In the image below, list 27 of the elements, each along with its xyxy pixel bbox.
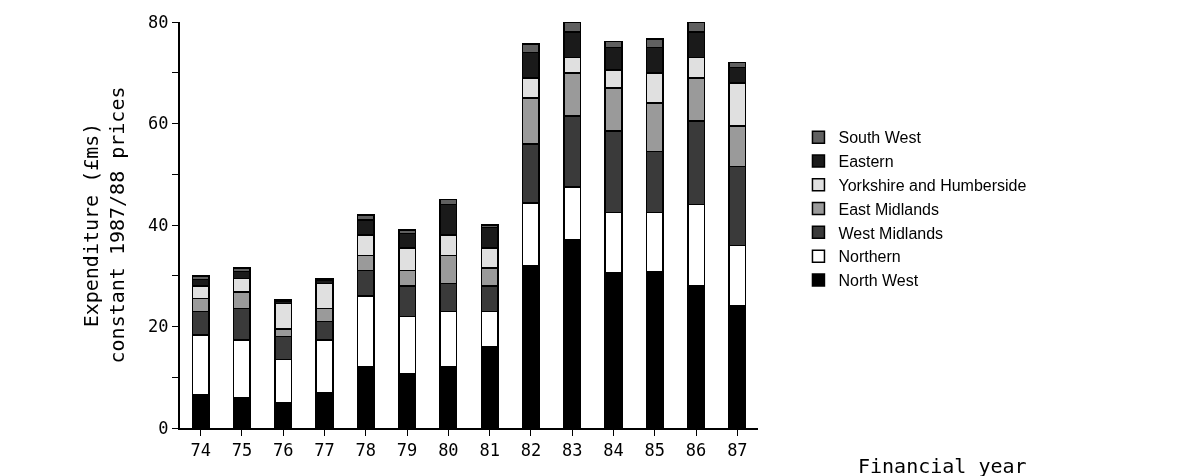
legend-label: South West (838, 129, 922, 147)
legend-label: Eastern (838, 153, 894, 171)
y-axis-title: Expenditure (£ms) constant 1987/88 prices (79, 86, 130, 364)
y-tick-label: 40 (148, 214, 169, 235)
y-tick-label: 0 (158, 417, 169, 438)
x-tick-label: 78 (355, 440, 377, 461)
legend-label: North West (838, 272, 919, 290)
legend-label: East Midlands (838, 200, 939, 218)
x-tick-label: 77 (314, 440, 335, 461)
x-tick-label: 84 (603, 440, 624, 461)
y-tick-label: 60 (148, 113, 169, 134)
x-tick-label: 80 (438, 440, 459, 461)
x-tick-label: 85 (644, 440, 666, 461)
x-tick-label: 75 (231, 440, 253, 461)
legend-label: Northern (838, 248, 901, 266)
x-tick-label: 74 (190, 440, 211, 461)
y-tick-label: 80 (148, 11, 169, 32)
x-tick-label: 79 (396, 440, 418, 461)
x-tick-label: 82 (520, 440, 542, 461)
x-tick-label: 76 (272, 440, 294, 461)
x-tick-label: 81 (479, 440, 500, 461)
y-tick-label: 20 (148, 316, 169, 337)
x-tick-label: 87 (727, 440, 748, 461)
x-tick-label: 86 (685, 440, 707, 461)
legend-label: West Midlands (838, 224, 944, 242)
x-tick-label: 83 (561, 440, 583, 461)
legend-label: Yorkshire and Humberside (838, 177, 1027, 194)
